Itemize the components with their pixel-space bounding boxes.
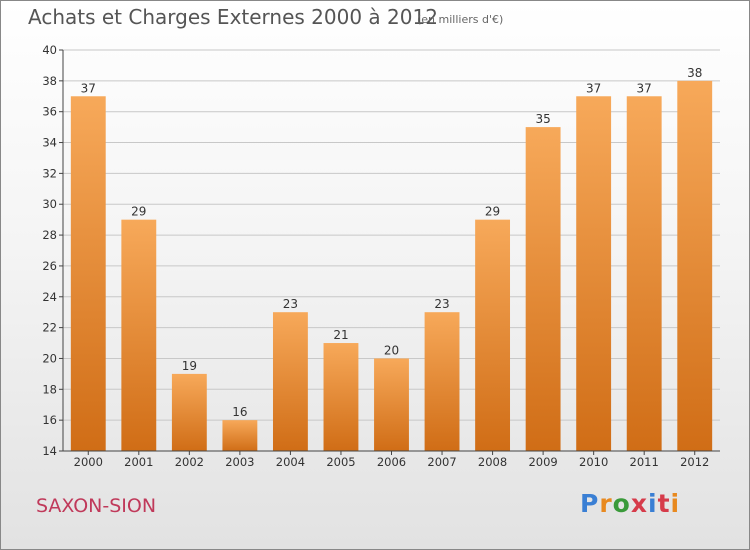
y-tick-label: 22 bbox=[42, 321, 57, 335]
logo-letter: P bbox=[580, 489, 600, 518]
y-tick-label: 38 bbox=[42, 74, 57, 88]
bar-2005 bbox=[323, 343, 359, 451]
bar-2009 bbox=[525, 127, 561, 451]
x-tick-label: 2006 bbox=[377, 455, 406, 469]
y-tick-label: 36 bbox=[42, 105, 57, 119]
bars-group bbox=[70, 80, 713, 452]
data-label: 29 bbox=[485, 205, 500, 219]
data-label: 37 bbox=[81, 81, 96, 95]
chart-subtitle: (en milliers d'€) bbox=[417, 13, 504, 26]
y-tick-label: 14 bbox=[42, 444, 57, 458]
bar-2011 bbox=[626, 96, 662, 452]
x-tick-label: 2005 bbox=[326, 455, 355, 469]
data-label: 38 bbox=[687, 66, 702, 80]
proxiti-logo: Proxiti bbox=[580, 489, 680, 518]
y-tick-label: 26 bbox=[42, 259, 57, 273]
y-tick-label: 32 bbox=[42, 166, 57, 180]
bar-2002 bbox=[171, 373, 207, 451]
bar-2006 bbox=[374, 358, 409, 451]
y-tick-label: 30 bbox=[42, 197, 57, 211]
bar-2001 bbox=[121, 219, 157, 451]
bar-2000 bbox=[70, 96, 106, 452]
data-label: 23 bbox=[283, 297, 298, 311]
x-tick-label: 2010 bbox=[579, 455, 608, 469]
logo-letter: t bbox=[657, 489, 671, 518]
y-tick-label: 40 bbox=[42, 43, 57, 57]
axes-group: 14 16 18 20 22 24 26 28 30 32 34 36 38 40 2000 2001 2002… bbox=[42, 43, 720, 469]
logo-letter: r bbox=[599, 489, 613, 518]
labels-group: 37 29 19 16 23 21 20 23 29 35 37 37 38 bbox=[81, 66, 703, 419]
logo-letter: i bbox=[648, 489, 658, 518]
data-label: 37 bbox=[586, 81, 601, 95]
data-label: 23 bbox=[434, 297, 449, 311]
data-label: 20 bbox=[384, 343, 399, 357]
data-label: 16 bbox=[232, 405, 247, 419]
bar-2004 bbox=[272, 312, 308, 451]
data-label: 35 bbox=[535, 112, 550, 126]
x-tick-label: 2009 bbox=[528, 455, 557, 469]
y-tick-label: 20 bbox=[42, 351, 57, 365]
x-tick-label: 2011 bbox=[630, 455, 659, 469]
logo-letter: i bbox=[670, 489, 681, 518]
bar-2012 bbox=[677, 80, 713, 451]
x-tick-label: 2001 bbox=[124, 455, 153, 469]
x-tick-label: 2004 bbox=[276, 455, 305, 469]
bar-2007 bbox=[424, 312, 460, 451]
bar-2008 bbox=[475, 219, 511, 451]
data-label: 21 bbox=[333, 328, 348, 342]
bar-2003 bbox=[222, 420, 258, 451]
x-tick-label: 2008 bbox=[478, 455, 507, 469]
x-tick-label: 2000 bbox=[74, 455, 103, 469]
y-tick-label: 28 bbox=[42, 228, 57, 242]
y-tick-label: 24 bbox=[42, 290, 57, 304]
bar-2010 bbox=[576, 96, 612, 452]
x-tick-label: 2007 bbox=[427, 455, 456, 469]
y-tick-label: 16 bbox=[42, 413, 57, 427]
x-tick-label: 2002 bbox=[175, 455, 204, 469]
x-tick-label: 2003 bbox=[225, 455, 254, 469]
data-label: 19 bbox=[182, 359, 197, 373]
data-label: 29 bbox=[131, 205, 146, 219]
x-tick-label: 2012 bbox=[680, 455, 709, 469]
data-label: 37 bbox=[637, 81, 652, 95]
commune-name: SAXON-SION bbox=[36, 495, 157, 517]
chart-title: Achats et Charges Externes 2000 à 2012 bbox=[28, 5, 438, 29]
logo-letter: x bbox=[630, 489, 648, 518]
logo-letter: o bbox=[612, 489, 631, 518]
y-tick-label: 18 bbox=[42, 382, 57, 396]
y-tick-label: 34 bbox=[42, 136, 57, 150]
